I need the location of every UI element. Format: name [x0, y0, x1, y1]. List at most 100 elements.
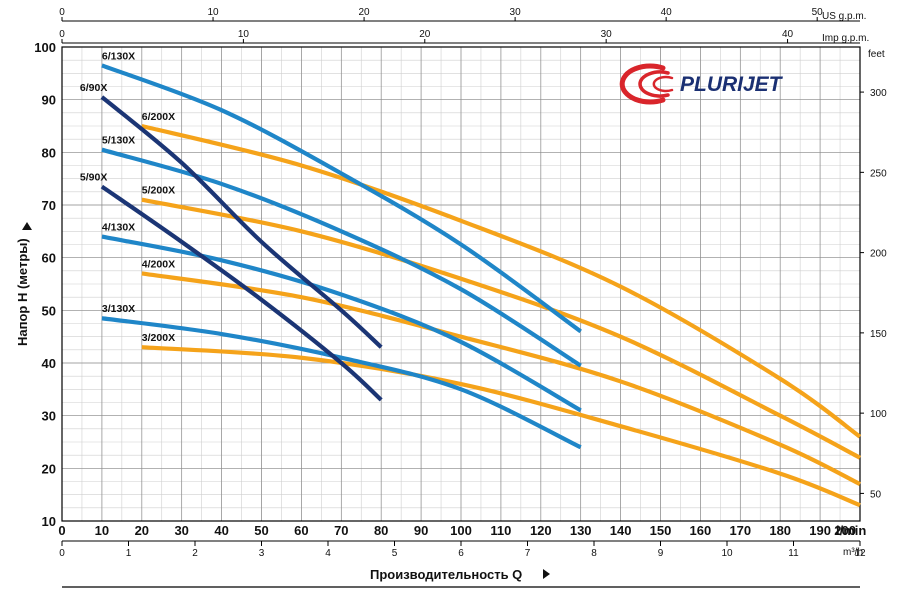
x-tick-label: 0	[58, 523, 65, 538]
feet-unit: feet	[868, 49, 885, 60]
curve-label-5-90x: 5/90X	[80, 172, 107, 184]
pump-curves	[100, 63, 862, 508]
feet-tick-label: 150	[870, 329, 887, 340]
m3h-axis: 0 1 2 3 4 5 6 7 8 9 10 11 12	[59, 541, 866, 559]
y-tick-label: 100	[34, 40, 56, 55]
us-gpm-tick-label: 10	[207, 7, 219, 18]
imp-gpm-tick-label: 30	[601, 29, 613, 40]
lmin-unit: l/min	[836, 523, 866, 538]
us-gpm-tick-label: 0	[59, 7, 65, 18]
curve-4-130x	[101, 234, 582, 413]
m3h-unit: m³/h	[843, 547, 863, 558]
x-tick-label: 170	[729, 523, 751, 538]
x-tick-label: 130	[570, 523, 592, 538]
x-tick-label: 110	[490, 523, 511, 538]
m3h-tick-label: 4	[325, 548, 331, 559]
x-tick-label: 180	[769, 523, 791, 538]
m3h-tick-label: 6	[458, 548, 464, 559]
curve-3-130x	[101, 316, 582, 450]
m3h-tick-label: 0	[59, 548, 65, 559]
plurijet-logo: PLURIJET	[619, 63, 784, 105]
curve-6-200x	[141, 123, 862, 439]
us-gpm-tick-label: 30	[510, 7, 522, 18]
curve-label-6-90x: 6/90X	[80, 82, 107, 94]
y-tick-label: 20	[42, 461, 56, 476]
y-tick-label: 50	[42, 303, 56, 318]
x-tick-label: 20	[135, 523, 149, 538]
curve-4-200x	[141, 271, 861, 487]
curve-label-4-200x: 4/200X	[142, 258, 175, 270]
x-tick-label: 70	[334, 523, 348, 538]
y-tick-label: 70	[42, 198, 56, 213]
x-axis-title: Производительность Q	[370, 567, 522, 582]
m3h-tick-label: 1	[126, 548, 132, 559]
imp-gpm-tick-label: 40	[782, 29, 794, 40]
curve-label-4-130x: 4/130X	[102, 222, 135, 234]
m3h-tick-label: 10	[721, 548, 733, 559]
y-axis-arrow-icon	[22, 222, 32, 230]
feet-tick-label: 100	[870, 409, 887, 420]
curve-5-130x	[101, 147, 582, 368]
m3h-tick-label: 8	[591, 548, 597, 559]
x-tick-label: 80	[374, 523, 388, 538]
plot-frame	[61, 46, 861, 522]
m3h-tick-label: 12	[854, 548, 866, 559]
x-axis-ticks: 0 10 20 30 40 50 60 70 80 90 100 110 120 130 140 150 160…	[58, 523, 856, 538]
x-tick-label: 40	[214, 523, 228, 538]
logo-wordmark: PLURIJET	[680, 73, 784, 96]
curve-label-6-130x: 6/130X	[102, 50, 135, 62]
top-gpm-axes: 0 10 20 30 40 50 0 10 20 30 40	[59, 7, 860, 44]
x-tick-label: 100	[450, 523, 472, 538]
curve-6-130x	[101, 63, 582, 334]
x-tick-label: 60	[294, 523, 308, 538]
y-axis-ticks: 10 20 30 40 50 60 70 80 90 100	[34, 40, 56, 529]
curve-label-5-130x: 5/130X	[102, 135, 135, 147]
y-axis-title: Напор H (метры)	[15, 238, 30, 346]
m3h-tick-label: 9	[658, 548, 664, 559]
major-grid	[62, 47, 860, 521]
m3h-tick-label: 7	[525, 548, 531, 559]
imp-gpm-tick-label: 10	[238, 29, 250, 40]
curve-label-3-200x: 3/200X	[142, 332, 175, 344]
imp-gpm-tick-label: 20	[419, 29, 431, 40]
x-tick-label: 160	[690, 523, 712, 538]
y-tick-label: 80	[42, 145, 56, 160]
y-tick-label: 10	[42, 514, 56, 529]
m3h-tick-label: 11	[788, 548, 799, 559]
feet-tick-label: 250	[870, 168, 887, 179]
feet-axis: 50 100 150 200 250 300	[860, 88, 887, 500]
curve-5-200x	[141, 197, 861, 460]
x-axis-arrow-icon	[543, 569, 550, 579]
imp-gpm-tick-label: 0	[59, 29, 65, 40]
x-tick-label: 50	[254, 523, 268, 538]
feet-tick-label: 300	[870, 88, 887, 99]
curve-label-3-130x: 3/130X	[102, 303, 135, 315]
x-tick-label: 190	[809, 523, 831, 538]
x-tick-label: 140	[610, 523, 632, 538]
y-tick-label: 90	[42, 93, 56, 108]
us-gpm-tick-label: 20	[359, 7, 371, 18]
x-tick-label: 200	[834, 523, 856, 538]
curve-labels: 6/200X 5/200X 4/200X 3/200X 6/130X 5/130X 4/13…	[80, 50, 175, 344]
m3h-tick-label: 3	[259, 548, 265, 559]
feet-tick-label: 200	[870, 249, 887, 260]
x-tick-label: 30	[174, 523, 188, 538]
feet-tick-label: 50	[870, 489, 882, 500]
imp-gpm-unit: Imp g.p.m.	[822, 33, 869, 44]
curve-6-90x	[100, 95, 383, 349]
curve-label-5-200x: 5/200X	[142, 185, 175, 197]
y-tick-label: 40	[42, 356, 56, 371]
curve-5-90x	[100, 184, 383, 402]
x-tick-label: 120	[530, 523, 552, 538]
m3h-tick-label: 5	[392, 548, 398, 559]
m3h-tick-label: 2	[192, 548, 198, 559]
curve-label-6-200x: 6/200X	[142, 111, 175, 123]
us-gpm-unit: US g.p.m.	[822, 11, 866, 22]
x-tick-label: 150	[650, 523, 672, 538]
swoosh-icon	[619, 63, 674, 105]
y-tick-label: 60	[42, 251, 56, 266]
x-tick-label: 10	[95, 523, 109, 538]
y-tick-label: 30	[42, 409, 56, 424]
us-gpm-tick-label: 50	[812, 7, 824, 18]
curve-3-200x	[141, 345, 861, 508]
